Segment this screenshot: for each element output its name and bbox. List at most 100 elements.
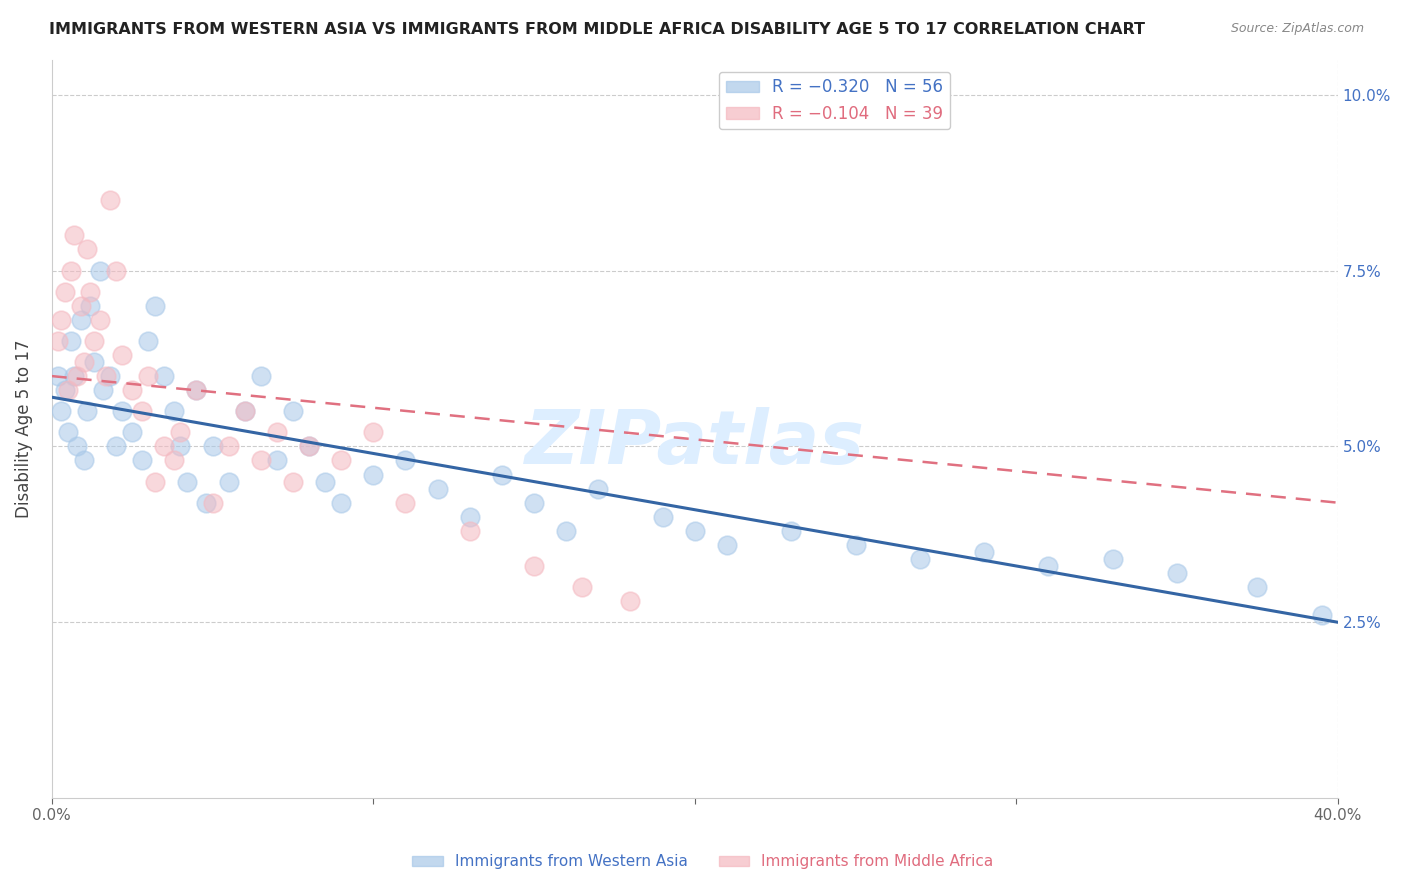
Point [195,496,218,510]
Point [330,453,353,467]
Point [555,524,578,538]
Point [79,299,101,313]
Point [96,369,118,384]
Point [458,524,481,538]
Point [53,285,76,299]
Point [1038,559,1060,574]
Point [458,509,481,524]
Text: Source: ZipAtlas.com: Source: ZipAtlas.com [1230,22,1364,36]
Point [46,334,69,348]
Point [169,425,191,440]
Point [136,334,159,348]
Point [83,334,105,348]
Point [218,475,240,489]
Point [266,425,288,440]
Point [1166,566,1188,580]
Point [1310,608,1333,623]
Point [523,559,546,574]
Point [163,404,186,418]
Point [588,482,610,496]
Point [60,334,83,348]
Point [83,355,105,369]
Point [683,524,706,538]
Point [89,263,111,277]
Point [121,383,143,397]
Point [53,383,76,397]
Point [361,425,384,440]
Point [249,453,271,467]
Point [131,404,153,418]
Point [105,439,128,453]
Point [249,369,271,384]
Y-axis label: Disability Age 5 to 17: Disability Age 5 to 17 [15,340,32,518]
Point [56,425,79,440]
Point [69,299,91,313]
Point [233,404,256,418]
Point [143,475,166,489]
Point [79,285,101,299]
Point [51,404,73,418]
Point [330,496,353,510]
Point [111,404,134,418]
Point [281,475,304,489]
Point [56,383,79,397]
Point [153,439,176,453]
Point [176,475,198,489]
Point [91,383,114,397]
Point [394,453,416,467]
Point [233,404,256,418]
Point [63,369,86,384]
Legend: R = −0.320   N = 56, R = −0.104   N = 39: R = −0.320 N = 56, R = −0.104 N = 39 [718,71,950,129]
Point [153,369,176,384]
Point [46,369,69,384]
Point [201,439,224,453]
Text: ZIPatlas: ZIPatlas [524,407,865,480]
Point [651,509,673,524]
Point [69,313,91,327]
Point [66,439,89,453]
Point [1101,552,1123,566]
Point [51,313,73,327]
Point [298,439,321,453]
Point [89,313,111,327]
Point [121,425,143,440]
Point [63,228,86,243]
Point [844,538,866,552]
Point [266,453,288,467]
Point [186,383,208,397]
Point [281,404,304,418]
Text: IMMIGRANTS FROM WESTERN ASIA VS IMMIGRANTS FROM MIDDLE AFRICA DISABILITY AGE 5 T: IMMIGRANTS FROM WESTERN ASIA VS IMMIGRAN… [49,22,1146,37]
Point [908,552,931,566]
Point [298,439,321,453]
Point [76,404,98,418]
Point [361,467,384,482]
Point [571,580,593,594]
Point [66,369,89,384]
Point [98,194,121,208]
Point [973,545,995,559]
Point [73,355,96,369]
Point [136,369,159,384]
Point [73,453,96,467]
Point [111,348,134,362]
Point [98,369,121,384]
Point [76,243,98,257]
Point [105,263,128,277]
Point [716,538,738,552]
Point [1246,580,1268,594]
Point [491,467,513,482]
Point [201,496,224,510]
Point [143,299,166,313]
Point [60,263,83,277]
Point [619,594,641,608]
Point [523,496,546,510]
Point [186,383,208,397]
Point [394,496,416,510]
Point [218,439,240,453]
Point [163,453,186,467]
Point [169,439,191,453]
Point [426,482,449,496]
Point [780,524,803,538]
Point [131,453,153,467]
Point [314,475,336,489]
